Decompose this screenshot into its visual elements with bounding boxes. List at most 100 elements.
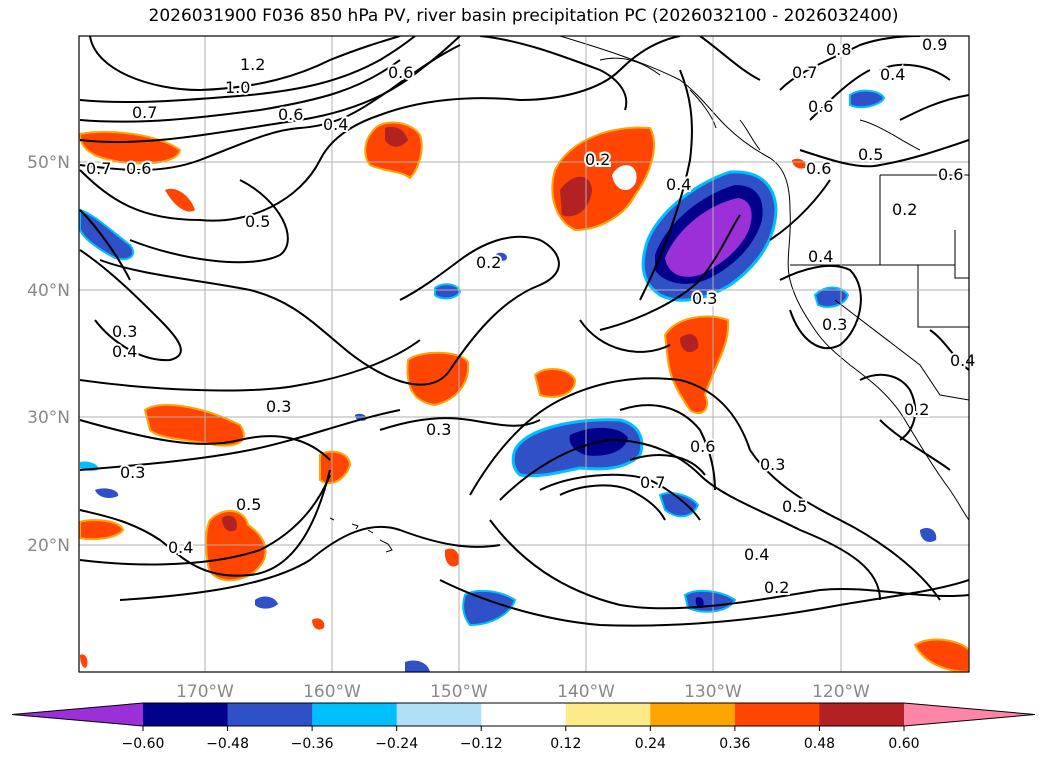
pv-contour: [859, 373, 917, 441]
pv-contour: [779, 36, 921, 91]
precip-region: [612, 165, 637, 191]
lat-label: 20°N: [27, 536, 70, 556]
hawaii-islands: [329, 517, 393, 553]
colorbar-segment: [312, 703, 398, 726]
precip-region: [312, 618, 325, 630]
pv-contour: [79, 36, 681, 222]
contour-label: 0.2: [476, 253, 501, 272]
precip-region: [80, 654, 88, 668]
lon-label: 120°W: [812, 682, 870, 702]
pv-contour: [779, 264, 862, 350]
colorbar-segment: [396, 703, 482, 726]
lon-label: 140°W: [557, 682, 615, 702]
precip-region: [255, 596, 278, 609]
pv-contour: [79, 249, 182, 362]
contour-label: 0.4: [744, 545, 769, 564]
contour-label: 0.3: [692, 289, 717, 308]
colorbar-segment: [481, 703, 567, 726]
colorbar-tick-label: 0.24: [635, 736, 666, 752]
precip-region: [920, 528, 937, 542]
pv-contour: [79, 209, 131, 281]
lat-label: 30°N: [27, 408, 70, 428]
pv-contour: [79, 339, 421, 392]
colorbar-tick-label: 0.48: [804, 736, 835, 752]
pv-contour: [79, 36, 416, 104]
precip-region: [695, 597, 704, 608]
colorbar-tick-label: 0.36: [719, 736, 750, 752]
colorbar-tick-label: −0.48: [206, 736, 249, 752]
negative-precip-regions: [79, 89, 937, 672]
lon-label: 170°W: [176, 682, 234, 702]
contour-label: 0.4: [808, 247, 833, 266]
precip-region: [385, 126, 408, 147]
pv-contour: [79, 474, 331, 566]
contour-label: 0.4: [323, 115, 348, 134]
contour-label: 0.7: [132, 103, 157, 122]
pv-contour: [879, 63, 951, 81]
lat-label: 40°N: [27, 281, 70, 301]
pv-contour: [129, 179, 289, 264]
precip-region: [560, 176, 592, 217]
contour-label: 1.0: [225, 78, 250, 97]
contour-label: 0.3: [760, 455, 785, 474]
positive-precip-regions: [79, 121, 969, 672]
contour-label: 0.6: [808, 97, 833, 116]
pv-contour: [469, 377, 941, 601]
longitude-labels: 170°W 160°W 150°W 140°W 130°W 120°W: [176, 682, 870, 702]
plot-area: [79, 36, 969, 672]
contour-label: 0.5: [858, 145, 883, 164]
pv-contour: [89, 36, 401, 92]
contour-label: 0.2: [904, 400, 929, 419]
latitude-labels: 50°N 40°N 30°N 20°N: [27, 153, 70, 556]
contour-label: 0.8: [826, 40, 851, 59]
pv-contour: [79, 469, 331, 577]
contour-label: 0.4: [112, 342, 137, 361]
pv-contour: [699, 36, 761, 81]
colorbar-tick-label: −0.12: [460, 736, 503, 752]
pv-contour: [79, 419, 331, 461]
contour-label: 0.4: [168, 538, 193, 557]
pv-contour: [579, 319, 671, 353]
colorbar-segment: [565, 703, 651, 726]
colorbar-segment: [650, 703, 736, 726]
precip-region: [665, 198, 752, 277]
contour-label: 0.6: [938, 165, 963, 184]
precip-region: [444, 548, 460, 567]
contour-label: 0.6: [388, 63, 413, 82]
precip-region: [95, 488, 119, 498]
pv-contours: [79, 36, 969, 627]
colorbar-segment: [734, 703, 820, 726]
colorbar-tick-label: 0.60: [888, 736, 919, 752]
pv-contour: [629, 454, 706, 476]
pv-contour: [439, 579, 969, 627]
pv-contour: [79, 44, 461, 171]
contour-label: 0.6: [690, 437, 715, 456]
pv-contour: [479, 36, 628, 111]
lon-label: 130°W: [684, 682, 742, 702]
precip-region: [462, 589, 517, 627]
precip-region: [79, 208, 135, 261]
pv-contour: [99, 235, 560, 386]
lon-label: 160°W: [303, 682, 361, 702]
pv-contour: [79, 59, 401, 123]
contour-label: 0.6: [126, 159, 151, 178]
precip-region: [792, 158, 806, 169]
plot-frame: [78, 35, 970, 673]
contour-label: 0.6: [278, 105, 303, 124]
colorbar: −0.60 −0.48 −0.36 −0.24 −0.12 0.12 0.24 0.36 0.4…: [11, 702, 1036, 752]
pv-contour: [79, 409, 401, 471]
colorbar-tick-label: −0.24: [375, 736, 418, 752]
pv-contour: [619, 404, 716, 491]
pv-contour: [559, 484, 666, 521]
contour-label: 0.3: [112, 322, 137, 341]
contour-label: 0.3: [822, 315, 847, 334]
contour-label: 0.4: [666, 175, 691, 194]
colorbar-tick-label: −0.60: [122, 736, 165, 752]
precip-region: [165, 188, 195, 212]
contour-label: 0.2: [764, 578, 789, 597]
colorbar-segment: [819, 703, 905, 726]
contour-label: 0.6: [806, 159, 831, 178]
pv-contour: [379, 417, 541, 431]
pv-contour: [879, 419, 951, 471]
lat-label: 50°N: [27, 153, 70, 173]
